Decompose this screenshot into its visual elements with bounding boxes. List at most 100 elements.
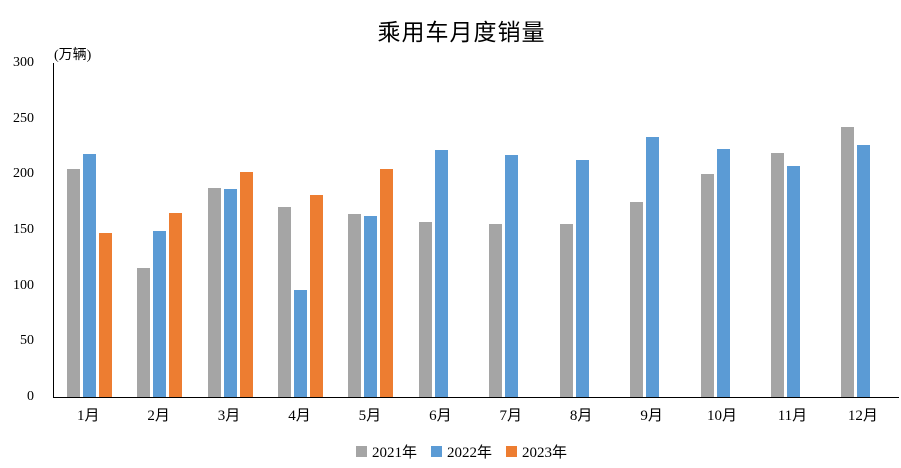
- bar-slot: [433, 63, 449, 397]
- bar-2023年-1月: [98, 233, 112, 397]
- bar-slot: [449, 63, 465, 397]
- bar-slot: [65, 63, 81, 397]
- bar-slot: [504, 63, 520, 397]
- x-axis-labels: 1月 2月 3月 4月 5月 6月 7月 8月 9月 10月 11月 12月: [53, 404, 898, 425]
- x-axis-label-3月: 3月: [217, 408, 241, 424]
- bar-slot: [97, 63, 113, 397]
- bar-2023年-4月: [309, 195, 323, 397]
- bar-2021年-5月: [348, 213, 362, 397]
- bar-slot: [872, 63, 888, 397]
- bar-slot: [645, 63, 661, 397]
- bar-slot: [168, 63, 184, 397]
- bar-2022年-5月: [364, 216, 378, 397]
- bar-2022年-4月: [293, 289, 307, 397]
- bar-group-8月: [547, 63, 617, 397]
- legend-label: 2021年: [371, 444, 417, 461]
- bar-2023年-3月: [239, 172, 253, 397]
- x-axis-label-8月: 8月: [569, 408, 593, 424]
- legend-item-2021年: 2021年: [355, 441, 417, 462]
- bar-2022年-2月: [153, 231, 167, 397]
- x-axis-label-1月: 1月: [76, 408, 100, 424]
- bar-group-4月: [265, 63, 335, 397]
- bar-2022年-10月: [716, 148, 730, 397]
- legend-item-2023年: 2023年: [506, 441, 567, 462]
- bar-2021年-12月: [841, 127, 855, 397]
- bar-2022年-12月: [857, 145, 871, 397]
- bar-group-1月: [54, 63, 124, 397]
- bar-2022年-7月: [505, 154, 519, 397]
- x-axis-label-10月: 10月: [707, 408, 738, 424]
- y-axis-tick-label: 0: [27, 389, 34, 404]
- bar-slot: [785, 63, 801, 397]
- bar-2021年-8月: [559, 224, 573, 397]
- bar-2021年-9月: [630, 202, 644, 397]
- x-axis-label-12月: 12月: [847, 408, 878, 424]
- bar-slot: [629, 63, 645, 397]
- bar-2022年-3月: [223, 189, 237, 397]
- bar-slot: [206, 63, 222, 397]
- bar-slot: [856, 63, 872, 397]
- y-axis-tick-label: 150: [13, 222, 34, 237]
- x-axis-label-9月: 9月: [640, 408, 663, 424]
- bar-slot: [292, 63, 308, 397]
- bar-2022年-11月: [786, 165, 800, 397]
- bar-slot: [81, 63, 97, 397]
- bar-2021年-6月: [418, 222, 432, 397]
- bar-slot: [238, 63, 254, 397]
- y-axis-tick-label: 200: [13, 166, 34, 182]
- bar-slot: [222, 63, 238, 397]
- chart-title: 乘用车月度销量: [377, 20, 546, 45]
- y-axis-tick-label: 250: [13, 110, 34, 126]
- legend-swatch-icon: [355, 445, 367, 457]
- legend-label: 2022年: [446, 444, 492, 461]
- bar-2023年-5月: [380, 168, 394, 397]
- legend-item-2022年: 2022年: [430, 441, 492, 462]
- x-axis-label-11月: 11月: [777, 408, 808, 424]
- bar-slot: [308, 63, 324, 397]
- legend-label: 2023年: [522, 444, 568, 461]
- bar-2021年-2月: [137, 268, 151, 397]
- bar-slot: [152, 63, 168, 397]
- bar-2021年-11月: [770, 152, 784, 397]
- bar-group-7月: [477, 63, 547, 397]
- bar-group-5月: [336, 63, 406, 397]
- x-axis-label-4月: 4月: [288, 408, 311, 424]
- y-axis-tick-label: 100: [13, 277, 34, 293]
- bar-2021年-4月: [277, 207, 291, 397]
- bar-slot: [574, 63, 590, 397]
- legend-swatch-icon: [430, 445, 442, 457]
- bar-2022年-9月: [646, 137, 660, 397]
- legend: 2021年 2022年 2023年: [22, 441, 901, 461]
- bar-slot: [731, 63, 747, 397]
- y-axis-unit-label: (万辆): [54, 48, 92, 63]
- bar-slot: [363, 63, 379, 397]
- bar-group-6月: [406, 63, 476, 397]
- bar-slot: [520, 63, 536, 397]
- bar-slot: [379, 63, 395, 397]
- legend-swatch-icon: [506, 445, 517, 457]
- bar-group-12月: [829, 63, 899, 397]
- x-axis-label-5月: 5月: [358, 408, 382, 424]
- y-axis-tick-label: 50: [20, 333, 34, 349]
- bar-slot: [840, 63, 856, 397]
- bar-2022年-1月: [82, 153, 96, 397]
- bar-group-10月: [688, 63, 758, 397]
- bar-slot: [347, 63, 363, 397]
- bar-slot: [769, 63, 785, 397]
- bar-2022年-6月: [434, 149, 448, 397]
- bar-slot: [417, 63, 433, 397]
- bar-slot: [136, 63, 152, 397]
- bar-slot: [715, 63, 731, 397]
- bar-slot: [801, 63, 817, 397]
- x-axis-label-6月: 6月: [429, 408, 452, 424]
- bar-slot: [590, 63, 606, 397]
- bar-2021年-10月: [700, 173, 714, 397]
- bar-slot: [488, 63, 504, 397]
- bar-slot: [558, 63, 574, 397]
- plot-area: [53, 63, 899, 398]
- bar-2023年-2月: [169, 212, 183, 397]
- bar-2021年-3月: [207, 188, 221, 397]
- x-axis-label-2月: 2月: [147, 408, 170, 424]
- bar-2021年-7月: [489, 224, 503, 397]
- bar-slot: [699, 63, 715, 397]
